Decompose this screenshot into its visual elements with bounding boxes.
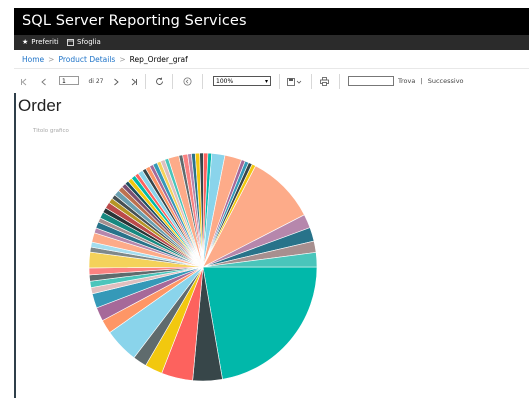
back-button[interactable] [180,70,194,93]
zoom-select[interactable]: 100% ▾ [213,76,271,86]
report-toolbar: 1 di 27 100% ▾ Trova | Successivo [14,70,529,94]
toolbar-separator [145,74,146,89]
page-count: di 27 [88,78,104,85]
report-left-border [14,93,16,398]
app-title-bar: SQL Server Reporting Services [14,8,529,35]
toolbar-separator [311,74,312,89]
find-separator: | [420,77,423,85]
breadcrumb-current: Rep_Order_graf [129,55,188,64]
toolbar-separator [339,74,340,89]
toolbar-separator [172,74,173,89]
export-button[interactable] [284,70,306,93]
chart-title: Titolo grafico [33,128,69,134]
print-button[interactable] [317,70,331,93]
browse-icon [67,39,74,46]
breadcrumb-separator: > [48,55,55,64]
refresh-icon [155,77,164,86]
breadcrumb: Home > Product Details > Rep_Order_graf [14,50,529,69]
last-page-button[interactable] [128,70,140,93]
pie-slice-60 [202,252,318,268]
pie-slice-1 [202,266,318,380]
find-next-button[interactable]: Successivo [427,77,464,85]
find-input[interactable] [348,76,394,86]
browse-label: Sfoglia [77,38,101,46]
pie-chart [88,152,318,382]
report-title: Order [18,96,62,115]
last-page-icon [130,78,138,86]
star-icon: ★ [22,38,29,46]
page-number-input[interactable]: 1 [59,76,79,85]
next-page-button[interactable] [110,70,122,93]
prev-page-icon [40,78,48,86]
export-icon [287,77,303,86]
menu-bar: ★ Preferiti Sfoglia [14,35,529,50]
next-page-icon [112,78,120,86]
first-page-button[interactable] [18,70,30,93]
report-viewer: Order Titolo grafico [16,93,529,398]
toolbar-separator [279,74,280,89]
breadcrumb-separator: > [119,55,126,64]
toolbar-separator [202,74,203,89]
chevron-down-icon: ▾ [264,78,268,85]
app-title: SQL Server Reporting Services [22,13,247,29]
find-controls: Trova | Successivo [398,70,464,93]
find-button[interactable]: Trova [398,77,416,85]
favorites-menu[interactable]: ★ Preferiti [22,35,59,50]
breadcrumb-home[interactable]: Home [22,55,45,64]
refresh-button[interactable] [152,70,166,93]
back-icon [183,77,192,86]
first-page-icon [20,78,28,86]
breadcrumb-product-details[interactable]: Product Details [58,55,116,64]
zoom-value: 100% [216,78,234,85]
favorites-label: Preferiti [31,38,59,46]
prev-page-button[interactable] [38,70,50,93]
browse-menu[interactable]: Sfoglia [67,35,101,50]
print-icon [319,77,329,86]
